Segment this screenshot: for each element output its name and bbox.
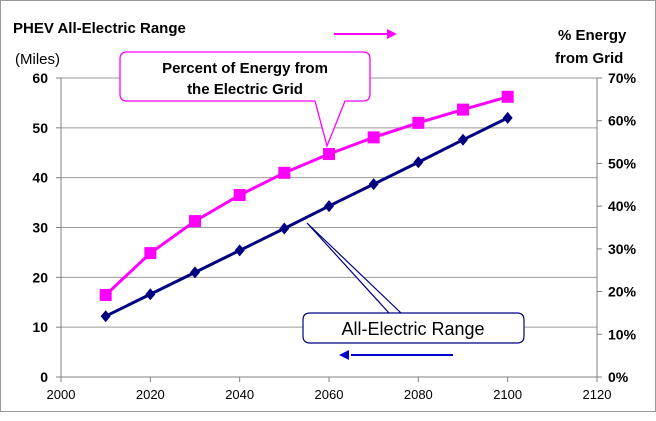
right-axis-title-line1: % Energy — [558, 27, 627, 44]
right-axis-tick-label: 20% — [608, 284, 637, 300]
grid-callout-bubble — [119, 51, 371, 149]
grid-energy-point — [501, 90, 514, 103]
all-electric-range-point — [324, 200, 334, 213]
x-axis-tick-label: 2120 — [583, 387, 612, 402]
all-electric-range-point — [279, 222, 290, 235]
right-axis-tick-label: 60% — [608, 113, 637, 129]
left-axis-tick-label: 0 — [40, 369, 48, 385]
all-electric-range-point — [458, 133, 468, 146]
grid-energy-point — [412, 116, 425, 129]
right-axis-title-line2: from Grid — [555, 50, 623, 67]
right-axis-tick-label: 10% — [608, 326, 637, 342]
left-axis-tick-label: 60 — [32, 70, 48, 86]
grid-callout-line2: the Electric Grid — [187, 81, 303, 98]
all-electric-range-point — [502, 111, 513, 124]
left-axis-tick-label: 50 — [32, 120, 48, 136]
left-axis-units: (Miles) — [15, 51, 60, 68]
x-axis-tick-label: 2080 — [404, 387, 433, 402]
all-electric-range-point — [234, 244, 245, 257]
grid-energy-line — [104, 95, 509, 297]
axes: 0 10 20 30 40 50 60 0% 10% 20% 30% 40% 50% 60% 70% 2000… — [32, 70, 636, 402]
right-axis-tick-label: 30% — [608, 241, 637, 257]
all-electric-range-point — [145, 288, 156, 301]
arrow-left-icon — [339, 350, 453, 360]
grid-callout-line1: Percent of Energy from — [162, 60, 328, 77]
left-axis-title: PHEV All-Electric Range — [13, 20, 186, 37]
right-axis-tick-label: 50% — [608, 155, 637, 171]
grid-energy-point — [144, 247, 157, 260]
right-axis-tick-label: 0% — [608, 369, 629, 385]
grid-energy-point — [99, 288, 112, 301]
arrow-right-icon — [334, 29, 397, 39]
grid-energy-point — [457, 103, 469, 116]
left-axis-tick-label: 40 — [32, 170, 48, 186]
range-callout-bubble — [302, 222, 525, 344]
all-electric-range-point — [413, 156, 424, 169]
left-axis-tick-label: 10 — [32, 319, 48, 335]
grid-energy-point — [323, 148, 335, 161]
grid-energy-point — [367, 131, 380, 144]
all-electric-range-point — [190, 266, 200, 279]
grid-energy-point — [233, 189, 246, 202]
right-axis-tick-label: 70% — [608, 70, 637, 86]
x-axis-tick-label: 2000 — [47, 387, 76, 402]
range-callout-label: All-Electric Range — [341, 319, 484, 339]
all-electric-range-point — [368, 178, 379, 191]
grid-energy-point — [278, 166, 291, 179]
left-axis-tick-label: 30 — [32, 220, 48, 236]
series — [99, 90, 514, 323]
x-axis-tick-label: 2100 — [493, 387, 522, 402]
grid-energy-point — [189, 215, 201, 228]
right-axis-tick-label: 40% — [608, 198, 637, 214]
x-axis-tick-label: 2060 — [315, 387, 344, 402]
x-axis-tick-label: 2040 — [225, 387, 254, 402]
left-axis-tick-label: 20 — [32, 269, 48, 285]
chart-frame: 0 10 20 30 40 50 60 0% 10% 20% 30% 40% 50% 60% 70% 2000… — [0, 0, 656, 412]
x-axis-tick-label: 2020 — [136, 387, 165, 402]
all-electric-range-point — [100, 310, 111, 323]
all-electric-range-line — [105, 116, 509, 318]
